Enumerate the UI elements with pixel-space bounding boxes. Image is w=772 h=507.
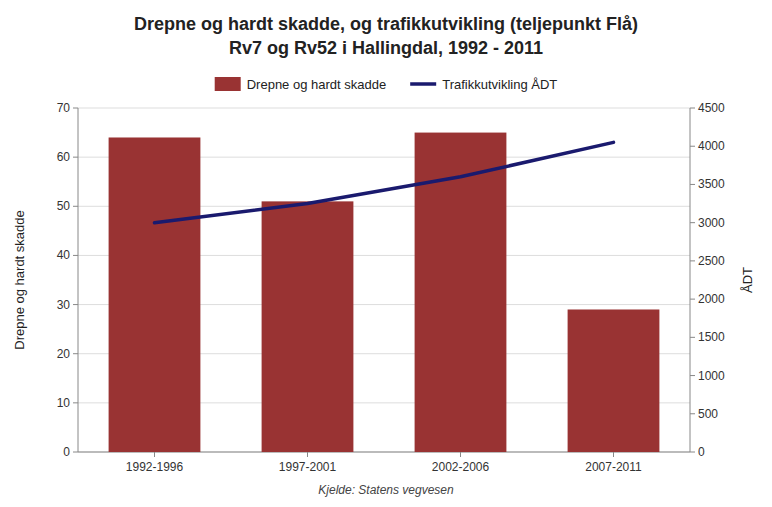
y2-tick-label: 1500 xyxy=(698,330,725,344)
y-tick-label: 10 xyxy=(57,396,71,410)
legend-label: Trafikkutvikling ÅDT xyxy=(442,77,557,92)
y-tick xyxy=(73,157,78,158)
x-tick xyxy=(613,452,614,457)
y-tick-label: 70 xyxy=(57,101,71,115)
bar xyxy=(262,201,354,452)
y-tick xyxy=(73,402,78,403)
y-tick xyxy=(73,206,78,207)
y-tick-label: 30 xyxy=(57,298,71,312)
chart: Drepne og hardt skadde, og trafikkutvikl… xyxy=(0,0,772,507)
legend-item: Trafikkutvikling ÅDT xyxy=(410,77,557,92)
y-tick xyxy=(73,452,78,453)
x-tick-label: 2002-2006 xyxy=(432,460,490,474)
y-tick-label: 40 xyxy=(57,248,71,262)
x-tick xyxy=(460,452,461,457)
background xyxy=(0,0,772,507)
x-axis: 1992-1996 1997-2001 2002-2006 2007-2011 xyxy=(78,452,690,474)
y2-tick-label: 3000 xyxy=(698,216,725,230)
bar-series xyxy=(109,133,660,452)
y-axis-line xyxy=(78,108,79,452)
source: Kjelde: Statens vegvesen xyxy=(318,483,454,497)
y2-tick-label: 2000 xyxy=(698,292,725,306)
y-tick-label: 60 xyxy=(57,150,71,164)
y-tick xyxy=(73,108,78,109)
plot-area xyxy=(109,133,660,452)
y-tick xyxy=(73,255,78,256)
subtitle: Rv7 og Rv52 i Hallingdal, 1992 - 2011 xyxy=(229,38,543,58)
x-tick xyxy=(154,452,155,457)
x-tick xyxy=(307,452,308,457)
y-tick-label: 0 xyxy=(63,445,70,459)
grid xyxy=(78,108,690,452)
y2-axis: 0 500 1000 1500 2000 2500 3000 3500 4000 4500 ÅDT xyxy=(690,101,755,459)
y2-tick xyxy=(690,260,695,261)
y2-axis-line xyxy=(690,108,691,452)
y2-tick xyxy=(690,146,695,147)
y-tick xyxy=(73,304,78,305)
x-tick-label: 1992-1996 xyxy=(126,460,184,474)
y-tick-label: 20 xyxy=(57,347,71,361)
x-tick-label: 1997-2001 xyxy=(279,460,337,474)
legend-item: Drepne og hardt skadde xyxy=(215,77,386,92)
grid-line xyxy=(78,108,690,109)
bar xyxy=(568,309,660,452)
y2-tick-label: 1000 xyxy=(698,369,725,383)
y2-tick-label: 4000 xyxy=(698,139,725,153)
y2-tick-label: 2500 xyxy=(698,254,725,268)
y2-tick xyxy=(690,375,695,376)
y2-tick xyxy=(690,299,695,300)
y2-tick-label: 3500 xyxy=(698,177,725,191)
y2-tick xyxy=(690,222,695,223)
y2-tick-label: 500 xyxy=(698,407,718,421)
legend-label: Drepne og hardt skadde xyxy=(247,77,386,92)
legend-swatch xyxy=(410,82,436,86)
legend: Drepne og hardt skadde Trafikkutvikling Å… xyxy=(215,77,558,92)
y2-tick xyxy=(690,452,695,453)
y2-axis-label: ÅDT xyxy=(740,267,755,293)
bar xyxy=(415,133,507,452)
legend-swatch xyxy=(215,77,241,91)
x-tick-label: 2007-2011 xyxy=(585,460,642,474)
bar xyxy=(109,137,201,452)
y2-tick xyxy=(690,108,695,109)
y-axis-label: Drepne og hardt skadde xyxy=(12,210,27,349)
y-axis: 0 10 20 30 40 50 60 70 Drepne og hardt skadde xyxy=(12,101,78,459)
y-tick-label: 50 xyxy=(57,199,71,213)
line xyxy=(155,142,614,222)
y2-tick-label: 4500 xyxy=(698,101,725,115)
y2-tick xyxy=(690,184,695,185)
y2-tick xyxy=(690,337,695,338)
y2-tick xyxy=(690,413,695,414)
y2-tick-label: 0 xyxy=(698,445,705,459)
title: Drepne og hardt skadde, og trafikkutvikl… xyxy=(134,14,638,34)
y-tick xyxy=(73,353,78,354)
